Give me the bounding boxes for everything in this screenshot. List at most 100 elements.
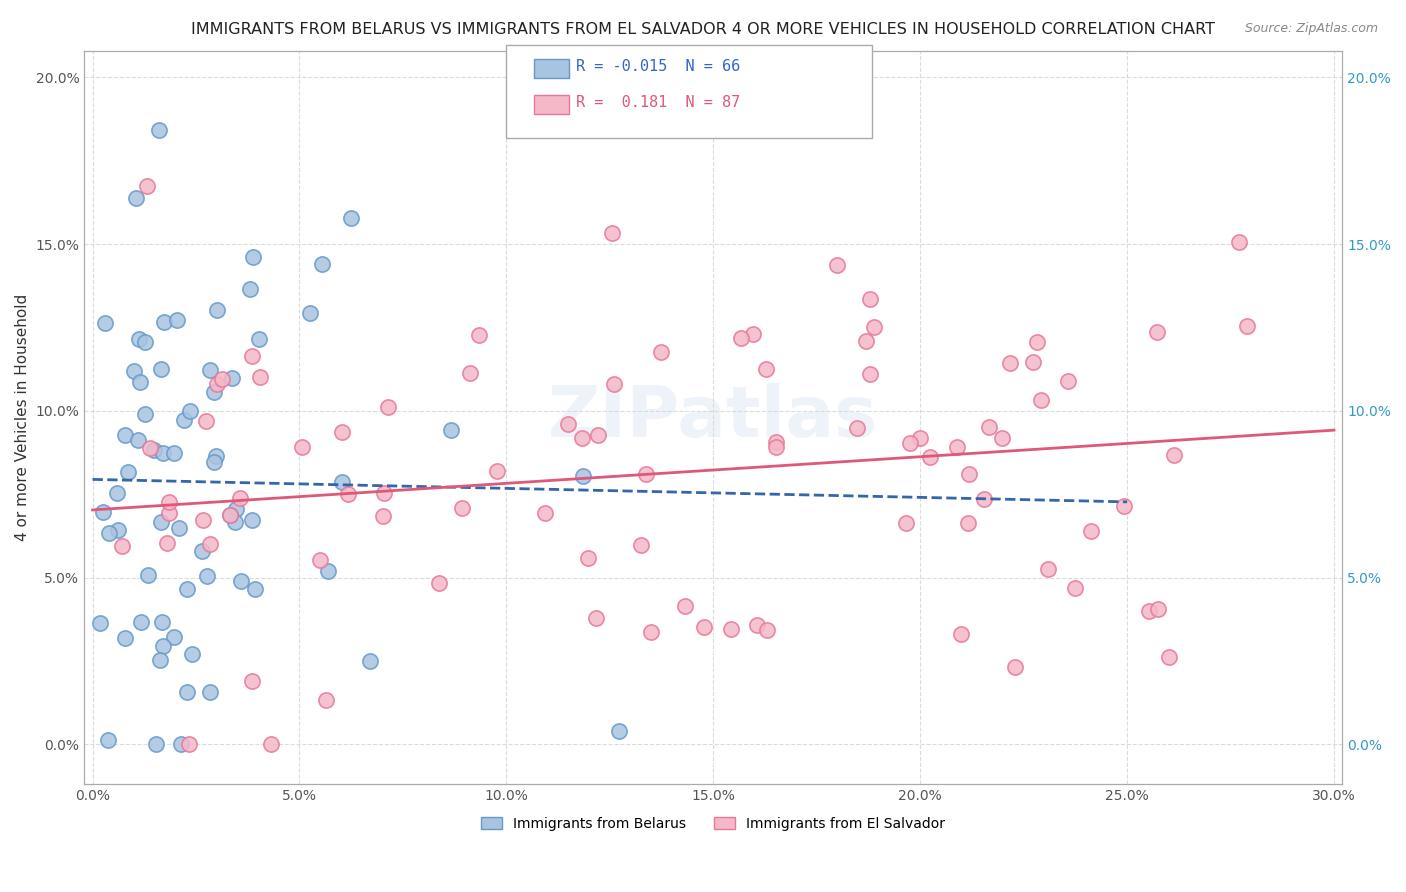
Immigrants from Belarus (148, 653, 170, 667)
Immigrants from El Salvador (745, 617, 768, 632)
Immigrants from El Salvador (650, 345, 672, 359)
Immigrants from Belarus (191, 544, 214, 558)
Immigrants from El Salvador (468, 328, 491, 343)
Immigrants from Belarus (170, 738, 193, 752)
Immigrants from El Salvador (1021, 355, 1043, 369)
Immigrants from Belarus (124, 364, 146, 378)
Immigrants from Belarus (179, 403, 201, 417)
Immigrants from El Salvador (219, 508, 242, 523)
Immigrants from El Salvador (198, 536, 221, 550)
Immigrants from El Salvador (894, 516, 917, 530)
Immigrants from El Salvador (956, 516, 979, 531)
Immigrants from El Salvador (630, 537, 652, 551)
Immigrants from Belarus (114, 427, 136, 442)
Immigrants from El Salvador (908, 431, 931, 445)
Immigrants from El Salvador (1080, 524, 1102, 539)
Immigrants from El Salvador (309, 553, 332, 567)
Immigrants from El Salvador (957, 467, 980, 481)
Text: R = -0.015  N = 66: R = -0.015 N = 66 (576, 60, 741, 74)
Immigrants from El Salvador (377, 400, 399, 414)
Immigrants from Belarus (152, 639, 174, 653)
Immigrants from Belarus (145, 738, 167, 752)
Immigrants from Belarus (229, 574, 252, 588)
Immigrants from El Salvador (765, 435, 787, 450)
Immigrants from El Salvador (156, 536, 179, 550)
Immigrants from Belarus (150, 515, 173, 529)
Immigrants from El Salvador (1147, 601, 1170, 615)
Text: ZIPatlas: ZIPatlas (548, 383, 879, 452)
Immigrants from El Salvador (742, 326, 765, 341)
Immigrants from Belarus (127, 433, 149, 447)
Immigrants from Belarus (89, 615, 111, 630)
Immigrants from Belarus (173, 413, 195, 427)
Immigrants from Belarus (247, 333, 270, 347)
Immigrants from El Salvador (1137, 604, 1160, 618)
Immigrants from El Salvador (855, 334, 877, 349)
Immigrants from Belarus (607, 723, 630, 738)
Immigrants from El Salvador (157, 495, 180, 509)
Immigrants from El Salvador (600, 226, 623, 240)
Immigrants from Belarus (166, 313, 188, 327)
Immigrants from Belarus (316, 564, 339, 578)
Immigrants from Belarus (195, 568, 218, 582)
Immigrants from El Salvador (576, 550, 599, 565)
Immigrants from Belarus (219, 508, 242, 522)
Immigrants from Belarus (202, 384, 225, 399)
Immigrants from Belarus (176, 684, 198, 698)
Immigrants from El Salvador (946, 440, 969, 454)
Immigrants from El Salvador (991, 431, 1014, 445)
Text: R =  0.181  N = 87: R = 0.181 N = 87 (576, 95, 741, 110)
Immigrants from El Salvador (240, 349, 263, 363)
Immigrants from El Salvador (603, 376, 626, 391)
Y-axis label: 4 or more Vehicles in Household: 4 or more Vehicles in Household (15, 293, 30, 541)
Immigrants from El Salvador (845, 421, 868, 435)
Immigrants from El Salvador (373, 486, 395, 500)
Immigrants from El Salvador (634, 467, 657, 481)
Immigrants from Belarus (97, 526, 120, 541)
Immigrants from Belarus (198, 363, 221, 377)
Immigrants from El Salvador (585, 611, 607, 625)
Immigrants from Belarus (125, 191, 148, 205)
Immigrants from El Salvador (755, 362, 778, 376)
Immigrants from El Salvador (692, 620, 714, 634)
Immigrants from El Salvador (485, 464, 508, 478)
Immigrants from El Salvador (755, 624, 778, 638)
Immigrants from Belarus (129, 615, 152, 629)
Immigrants from El Salvador (249, 369, 271, 384)
Text: Source: ZipAtlas.com: Source: ZipAtlas.com (1244, 22, 1378, 36)
Immigrants from El Salvador (918, 450, 941, 464)
Immigrants from El Salvador (1036, 562, 1059, 576)
Immigrants from El Salvador (533, 506, 555, 520)
Immigrants from El Salvador (315, 692, 337, 706)
Immigrants from Belarus (224, 515, 246, 529)
Immigrants from Belarus (163, 446, 186, 460)
Immigrants from Belarus (107, 524, 129, 538)
Immigrants from El Salvador (111, 539, 134, 553)
Immigrants from El Salvador (1004, 660, 1026, 674)
Immigrants from Belarus (242, 250, 264, 264)
Immigrants from El Salvador (179, 738, 201, 752)
Immigrants from Belarus (240, 513, 263, 527)
Immigrants from Belarus (148, 123, 170, 137)
Immigrants from El Salvador (139, 441, 162, 455)
Immigrants from Belarus (128, 332, 150, 346)
Immigrants from El Salvador (1163, 448, 1185, 462)
Immigrants from El Salvador (949, 626, 972, 640)
Immigrants from El Salvador (973, 491, 995, 506)
Immigrants from Belarus (176, 582, 198, 596)
Immigrants from El Salvador (157, 506, 180, 520)
Immigrants from El Salvador (451, 501, 474, 516)
Immigrants from El Salvador (205, 377, 228, 392)
Immigrants from Belarus (117, 465, 139, 479)
Text: IMMIGRANTS FROM BELARUS VS IMMIGRANTS FROM EL SALVADOR 4 OR MORE VEHICLES IN HOU: IMMIGRANTS FROM BELARUS VS IMMIGRANTS FR… (191, 22, 1215, 37)
Immigrants from El Salvador (765, 440, 787, 454)
Immigrants from El Salvador (193, 513, 215, 527)
Immigrants from Belarus (105, 486, 128, 500)
Immigrants from El Salvador (571, 431, 593, 445)
Immigrants from Belarus (93, 505, 115, 519)
Immigrants from Belarus (181, 648, 204, 662)
Immigrants from El Salvador (260, 738, 283, 752)
Immigrants from El Salvador (1236, 319, 1258, 334)
Immigrants from Belarus (129, 375, 152, 389)
Immigrants from El Salvador (240, 673, 263, 688)
